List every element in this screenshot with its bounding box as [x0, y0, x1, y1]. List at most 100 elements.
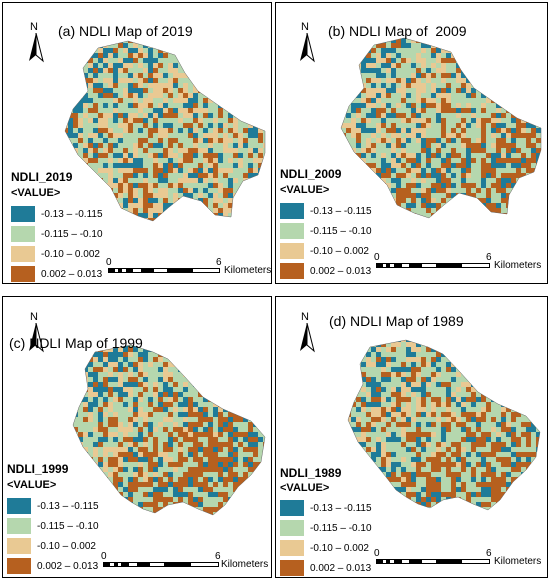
- north-arrow-glyph: [29, 33, 44, 63]
- scale-bar: 0 6 Kilometers: [374, 548, 547, 570]
- scale-bar: 0 6 Kilometers: [374, 252, 547, 274]
- scale-segments: [103, 562, 219, 567]
- scale-segment: [422, 560, 436, 563]
- scale-segment: [118, 269, 123, 272]
- legend-item: -0.10 – 0.002: [7, 537, 96, 555]
- scale-start-label: 0: [106, 257, 112, 268]
- panel-title: (d) NDLI Map of 1989: [329, 313, 464, 329]
- study-area-boundary: [347, 339, 541, 511]
- legend-item: -0.115 – -0.10: [280, 519, 372, 537]
- north-arrow-icon: N: [296, 21, 318, 63]
- scale-segment: [462, 264, 489, 267]
- scale-unit: Kilometers: [494, 260, 542, 271]
- legend-swatch: [280, 263, 304, 279]
- legend-label: -0.10 – 0.002: [310, 245, 369, 257]
- map-panel-2019: N (a) NDLI Map of 2019 NDLI_2019 <VALUE>…: [2, 2, 272, 284]
- legend-swatch: [7, 558, 31, 574]
- legend-swatch: [11, 266, 35, 282]
- legend-label: -0.10 – 0.002: [37, 540, 96, 552]
- north-arrow-icon: N: [296, 311, 318, 353]
- north-arrow-glyph: [300, 323, 315, 353]
- scale-segment: [401, 264, 410, 267]
- legend-item: 0.002 – 0.013: [7, 557, 98, 575]
- scale-segments: [376, 263, 490, 268]
- legend-label: -0.115 – -0.10: [310, 225, 372, 237]
- map-panel-1999: N (c) NDLI Map of 1999 NDLI_1999 <VALUE>…: [2, 296, 272, 578]
- legend-item: -0.10 – 0.002: [280, 242, 369, 260]
- north-label: N: [30, 311, 38, 323]
- scale-end-label: 6: [215, 551, 221, 562]
- ndli-map-1999: [72, 344, 266, 516]
- legend-item: -0.13 – -0.115: [7, 497, 99, 515]
- legend-label: -0.10 – 0.002: [310, 542, 369, 554]
- legend-label: 0.002 – 0.013: [310, 562, 372, 574]
- scale-segment: [113, 563, 118, 566]
- scale-segment: [150, 563, 164, 566]
- legend-title: NDLI_1999: [7, 462, 69, 476]
- scale-segment: [109, 269, 115, 272]
- scale-end-label: 6: [216, 257, 222, 268]
- legend-label: -0.115 – -0.10: [41, 228, 103, 240]
- scale-unit: Kilometers: [224, 265, 272, 276]
- scale-segment: [377, 560, 383, 563]
- scale-segment: [422, 264, 436, 267]
- legend-title: NDLI_2009: [280, 167, 342, 181]
- scale-segment: [386, 264, 391, 267]
- scale-segment: [401, 560, 410, 563]
- scale-segment: [394, 264, 402, 267]
- scale-segment: [133, 269, 141, 272]
- north-label: N: [301, 21, 309, 33]
- map-panel-2009: N (b) NDLI Map of 2009 NDLI_2009 <VALUE>…: [275, 2, 548, 284]
- legend-label: -0.10 – 0.002: [41, 248, 100, 260]
- north-arrow-glyph: [300, 33, 315, 63]
- legend-subtitle: <VALUE>: [7, 479, 57, 491]
- scale-start-label: 0: [374, 548, 380, 559]
- legend-swatch: [7, 538, 31, 554]
- legend-item: 0.002 – 0.013: [11, 265, 102, 283]
- scale-segment: [117, 563, 122, 566]
- legend-swatch: [7, 498, 31, 514]
- legend-item: -0.13 – -0.115: [280, 202, 372, 220]
- legend-swatch: [7, 518, 31, 534]
- legend-item: -0.13 – -0.115: [11, 205, 103, 223]
- north-label: N: [30, 21, 38, 33]
- legend-item: 0.002 – 0.013: [280, 559, 371, 577]
- scale-segment: [192, 269, 219, 272]
- legend-title: NDLI_1989: [280, 466, 342, 480]
- scale-segment: [153, 269, 167, 272]
- legend-label: -0.13 – -0.115: [310, 502, 372, 514]
- legend-label: 0.002 – 0.013: [310, 265, 372, 277]
- legend-swatch: [280, 540, 304, 556]
- scale-segments: [108, 268, 220, 273]
- panel-title: (c) NDLI Map of 1999: [9, 335, 143, 351]
- legend-label: -0.115 – -0.10: [310, 522, 372, 534]
- scale-segment: [114, 269, 119, 272]
- north-arrow-glyph: [29, 323, 44, 353]
- scale-segment: [166, 269, 193, 272]
- legend-label: -0.13 – -0.115: [41, 208, 103, 220]
- scale-start-label: 0: [101, 551, 107, 562]
- legend-item: -0.115 – -0.10: [280, 222, 372, 240]
- scale-segment: [409, 560, 423, 563]
- scale-segment: [382, 264, 387, 267]
- scale-segment: [140, 269, 154, 272]
- panel-title: (b) NDLI Map of 2009: [328, 23, 467, 39]
- legend-title: NDLI_2019: [11, 170, 73, 184]
- legend-subtitle: <VALUE>: [280, 184, 330, 196]
- legend-item: -0.115 – -0.10: [11, 225, 103, 243]
- legend-swatch: [280, 520, 304, 536]
- north-label: N: [301, 311, 309, 323]
- legend-swatch: [11, 206, 35, 222]
- legend-item: -0.13 – -0.115: [280, 499, 372, 517]
- scale-segment: [394, 560, 402, 563]
- ndli-map-1989: [347, 339, 541, 511]
- ndli-map-2009: [340, 37, 542, 219]
- scale-end-label: 6: [486, 548, 492, 559]
- legend-subtitle: <VALUE>: [280, 482, 330, 494]
- legend-subtitle: <VALUE>: [11, 187, 61, 199]
- legend-label: 0.002 – 0.013: [41, 268, 103, 280]
- scale-segment: [382, 560, 387, 563]
- legend-item: -0.115 – -0.10: [7, 517, 99, 535]
- scale-segment: [435, 560, 463, 563]
- legend-swatch: [280, 203, 304, 219]
